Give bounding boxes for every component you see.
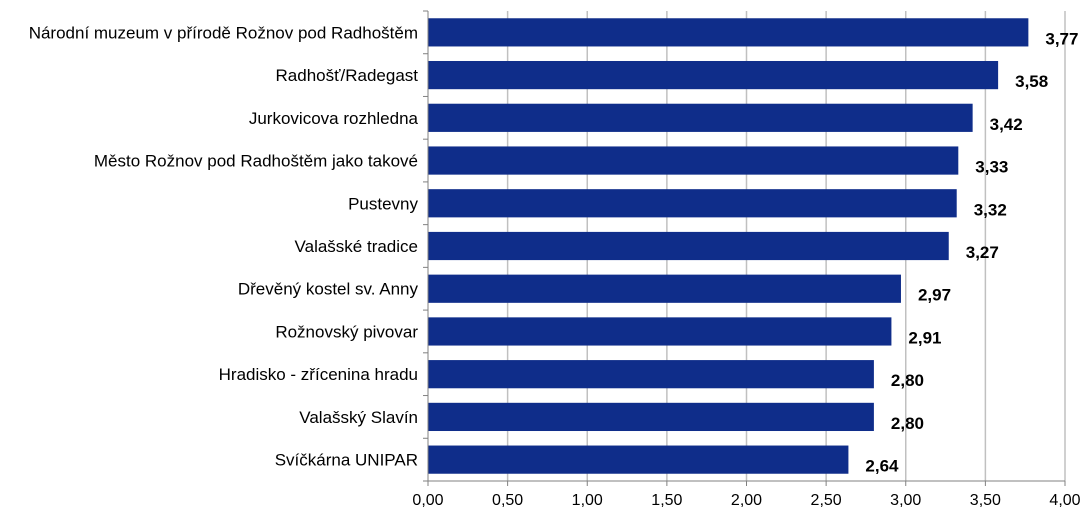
bar	[428, 274, 901, 303]
data-label: 3,58	[1015, 72, 1048, 91]
category-label: Město Rožnov pod Radhoštěm jako takové	[94, 152, 418, 171]
data-label: 2,64	[865, 457, 899, 476]
category-label: Valašský Slavín	[299, 408, 418, 427]
data-label: 2,80	[891, 414, 924, 433]
category-label: Národní muzeum v přírodě Rožnov pod Radh…	[29, 23, 418, 42]
data-label: 2,91	[908, 328, 941, 347]
category-label: Valašské tradice	[295, 237, 418, 256]
category-label: Radhošť/Radegast	[276, 66, 419, 85]
bar	[428, 189, 957, 218]
data-label: 3,77	[1045, 29, 1078, 48]
category-label: Rožnovský pivovar	[275, 322, 418, 341]
x-tick-label: 3,00	[890, 492, 921, 509]
data-label: 3,42	[990, 115, 1023, 134]
x-tick-label: 1,50	[651, 492, 682, 509]
data-label: 2,80	[891, 371, 924, 390]
bar	[428, 103, 973, 132]
data-label: 3,33	[975, 158, 1008, 177]
bar	[428, 231, 949, 261]
bar	[428, 146, 959, 175]
x-tick-label: 4,00	[1049, 492, 1080, 509]
category-label: Dřevěný kostel sv. Anny	[238, 280, 419, 299]
x-tick-label: 2,00	[731, 492, 762, 509]
bar	[428, 445, 849, 474]
category-label: Jurkovicova rozhledna	[249, 109, 419, 128]
bar	[428, 360, 874, 389]
x-tick-label: 1,00	[572, 492, 603, 509]
x-tick-label: 3,50	[970, 492, 1001, 509]
data-label: 2,97	[918, 286, 951, 305]
labels: 0,00 0,50 1,00 1,50 2,00 2,50 3,00 3,50 4,00 Náro…	[29, 23, 1081, 509]
bar	[428, 60, 999, 90]
x-tick-label: 2,50	[811, 492, 842, 509]
data-label: 3,27	[966, 243, 999, 262]
bar	[428, 317, 892, 346]
axes	[423, 10, 1066, 486]
category-label: Pustevny	[348, 194, 418, 213]
x-tick-label: 0,50	[492, 492, 523, 509]
category-label: Svíčkárna UNIPAR	[275, 451, 418, 470]
bars	[428, 18, 1029, 474]
bar	[428, 18, 1029, 47]
x-tick-label: 0,00	[412, 492, 443, 509]
bar	[428, 402, 874, 432]
data-label: 3,32	[974, 200, 1007, 219]
category-label: Hradisko - zřícenina hradu	[219, 365, 418, 384]
